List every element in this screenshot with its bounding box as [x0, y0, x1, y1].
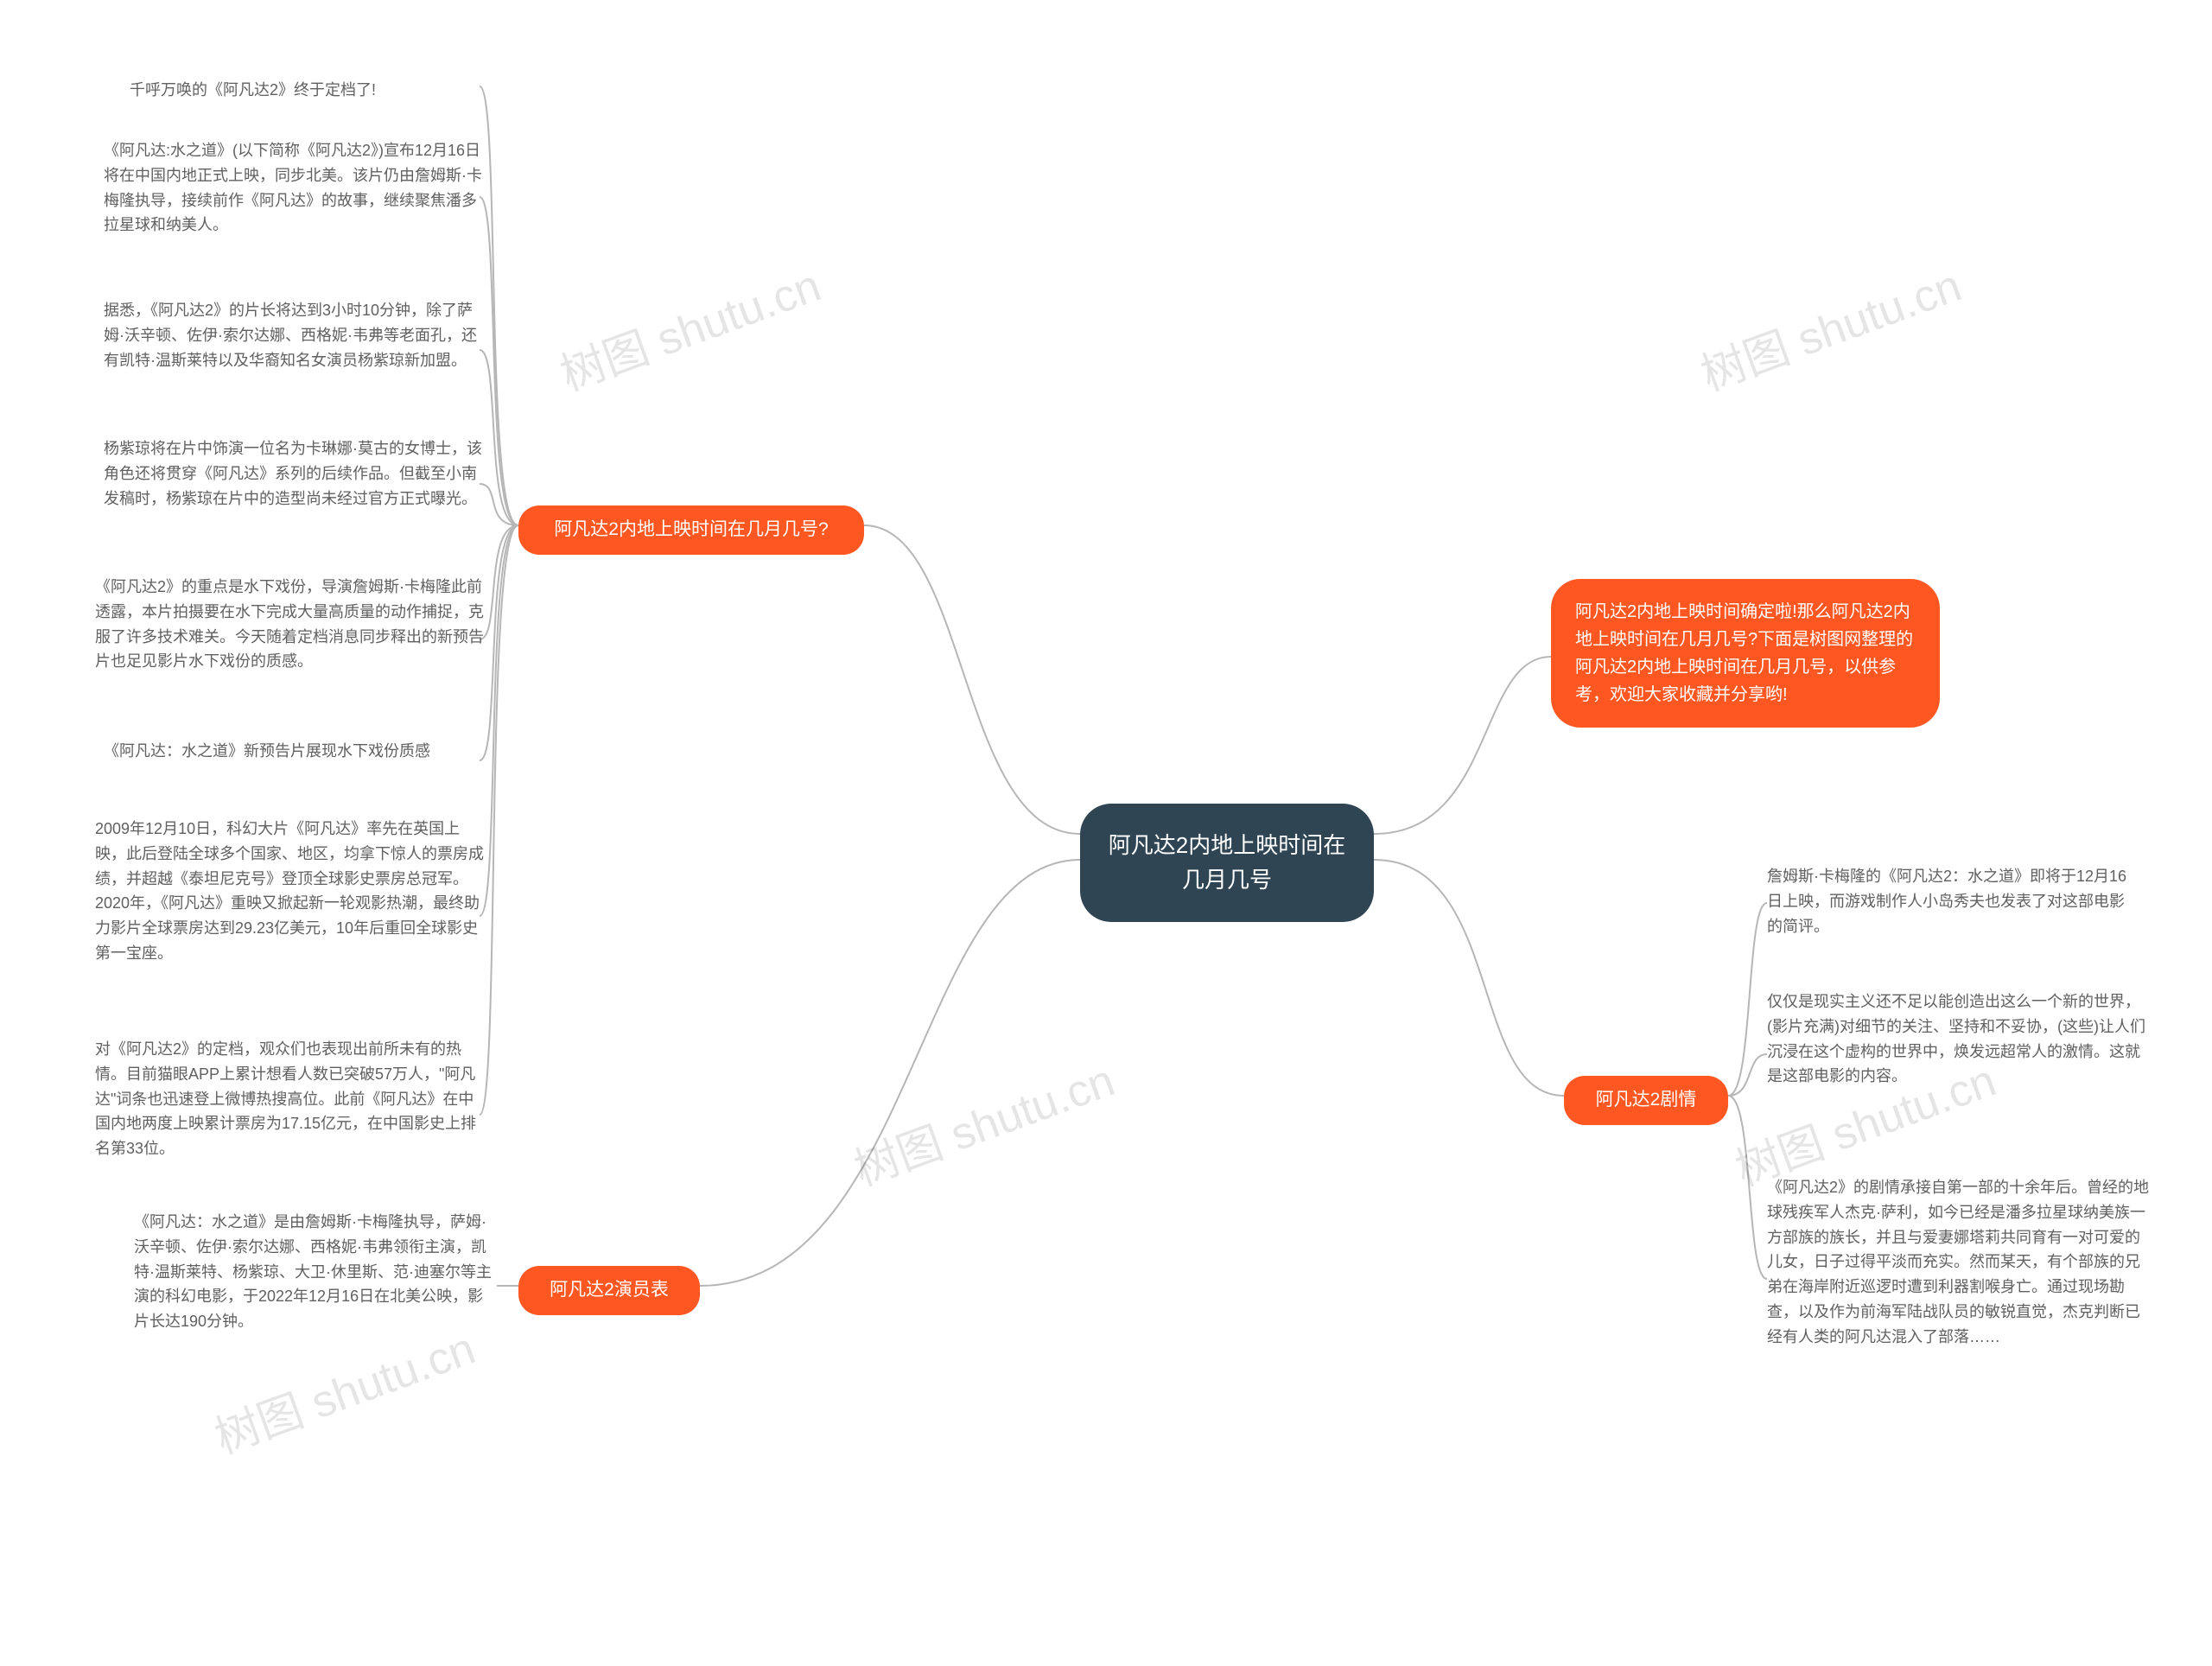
leaf-release-2[interactable]: 据悉，《阿凡达2》的片长将达到3小时10分钟，除了萨姆·沃辛顿、佐伊·索尔达娜、… [104, 298, 484, 372]
leaf-release-5[interactable]: 《阿凡达：水之道》新预告片展现水下戏份质感 [104, 739, 484, 764]
branch-cast[interactable]: 阿凡达2演员表 [518, 1266, 700, 1315]
watermark: 树图 shutu.cn [844, 1044, 1122, 1198]
mindmap-canvas: 阿凡达2内地上映时间在几月几号 阿凡达2内地上映时间确定啦!那么阿凡达2内地上映… [0, 0, 2212, 1666]
leaf-release-1[interactable]: 《阿凡达:水之道》(以下简称《阿凡达2》)宣布12月16日将在中国内地正式上映，… [104, 138, 484, 238]
watermark: 树图 shutu.cn [1691, 249, 1969, 403]
leaf-release-3[interactable]: 杨紫琼将在片中饰演一位名为卡琳娜·莫古的女博士，该角色还将贯穿《阿凡达》系列的后… [104, 436, 484, 511]
leaf-plot-1[interactable]: 仅仅是现实主义还不足以能创造出这么一个新的世界，(影片充满)对细节的关注、坚持和… [1767, 989, 2147, 1089]
leaf-release-4[interactable]: 《阿凡达2》的重点是水下戏份，导演詹姆斯·卡梅隆此前透露，本片拍摄要在水下完成大… [95, 575, 484, 674]
branch-release[interactable]: 阿凡达2内地上映时间在几月几号? [518, 506, 864, 555]
leaf-plot-2[interactable]: 《阿凡达2》的剧情承接自第一部的十余年后。曾经的地球残疾军人杰克·萨利，如今已经… [1767, 1175, 2152, 1350]
leaf-release-0[interactable]: 千呼万唤的《阿凡达2》终于定档了! [130, 78, 493, 103]
branch-plot[interactable]: 阿凡达2剧情 [1564, 1076, 1728, 1125]
watermark: 树图 shutu.cn [550, 249, 829, 403]
leaf-cast-0[interactable]: 《阿凡达：水之道》是由詹姆斯·卡梅隆执导，萨姆·沃辛顿、佐伊·索尔达娜、西格妮·… [134, 1210, 497, 1334]
leaf-release-7[interactable]: 对《阿凡达2》的定档，观众们也表现出前所未有的热情。目前猫眼APP上累计想看人数… [95, 1037, 484, 1161]
intro-node[interactable]: 阿凡达2内地上映时间确定啦!那么阿凡达2内地上映时间在几月几号?下面是树图网整理… [1551, 579, 1940, 728]
leaf-release-6[interactable]: 2009年12月10日，科幻大片《阿凡达》率先在英国上映，此后登陆全球多个国家、… [95, 817, 484, 966]
center-topic[interactable]: 阿凡达2内地上映时间在几月几号 [1080, 804, 1374, 922]
leaf-plot-0[interactable]: 詹姆斯·卡梅隆的《阿凡达2：水之道》即将于12月16日上映，而游戏制作人小岛秀夫… [1767, 864, 2139, 938]
watermark: 树图 shutu.cn [205, 1312, 483, 1466]
